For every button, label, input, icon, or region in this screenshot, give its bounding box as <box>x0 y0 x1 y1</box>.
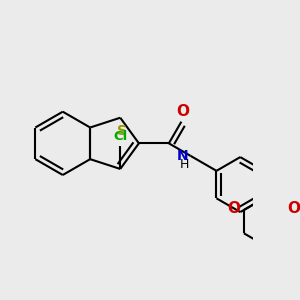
Text: H: H <box>179 158 189 171</box>
Text: O: O <box>228 201 241 216</box>
Text: Cl: Cl <box>113 130 127 143</box>
Text: O: O <box>288 201 300 216</box>
Text: S: S <box>117 124 127 138</box>
Text: O: O <box>176 104 190 119</box>
Text: N: N <box>177 149 189 163</box>
